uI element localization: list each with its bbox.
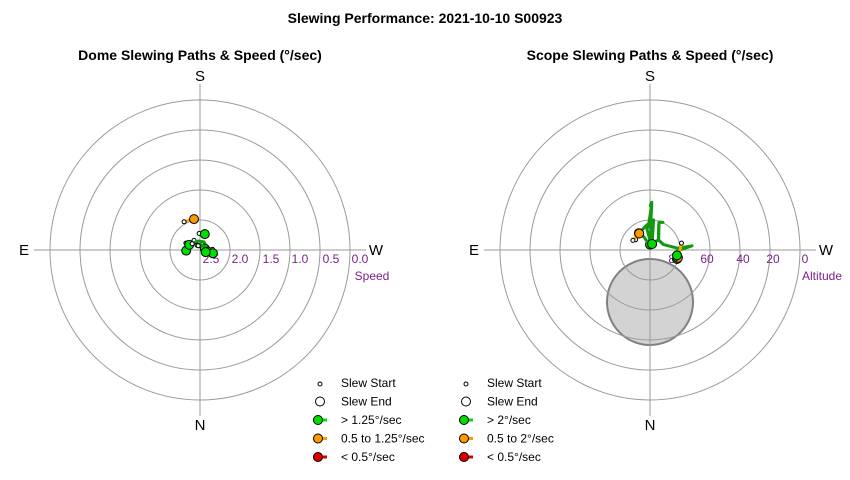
slew-start-marker [181, 219, 187, 225]
radial-tick-label: 0.0 [352, 252, 369, 266]
direction-left: E [19, 242, 29, 259]
legend-dot-swatch [313, 433, 323, 444]
slew-end-marker [634, 228, 645, 239]
radial-axis-label: Speed [355, 269, 390, 283]
slew-end-marker [200, 247, 211, 258]
legend-label: > 1.25°/sec [341, 413, 402, 427]
legend-label: Slew End [487, 395, 538, 409]
legend-dot-swatch [313, 452, 323, 462]
slew-path [648, 220, 694, 261]
legend-label: Slew End [341, 395, 392, 409]
panel-title: Scope Slewing Paths & Speed (°/sec) [527, 47, 774, 63]
legend-dot-swatch [313, 415, 323, 425]
direction-right: W [819, 242, 834, 259]
slew-end-marker [189, 214, 199, 225]
direction-top: S [645, 68, 655, 85]
legend-label: < 0.5°/sec [487, 450, 541, 464]
legend-end-swatch [315, 396, 325, 407]
legend-label: > 2°/sec [487, 413, 531, 427]
slew-start-marker [679, 240, 684, 246]
slew-start-marker [195, 243, 201, 249]
radial-tick-label: 0.5 [323, 252, 340, 266]
slew-end-marker [672, 250, 682, 261]
slew-start-marker [630, 237, 636, 243]
panel-title: Dome Slewing Paths & Speed (°/sec) [78, 47, 322, 63]
radial-axis-label: Altitude [802, 269, 842, 283]
main-title: Slewing Performance: 2021-10-10 S00923 [287, 10, 563, 26]
legend-label: Slew Start [487, 376, 542, 390]
radial-tick-label: 1.5 [263, 252, 280, 266]
direction-left: E [469, 242, 479, 259]
radial-tick-label: 0 [802, 252, 809, 266]
legend-dot-swatch [459, 452, 469, 462]
direction-bottom: N [195, 417, 206, 434]
legend-start-swatch [317, 381, 323, 387]
legend-dot-swatch [459, 415, 469, 425]
legend-start-swatch [463, 381, 469, 387]
slew-end-marker [647, 239, 658, 249]
legend-label: 0.5 to 2°/sec [487, 432, 554, 446]
direction-bottom: N [645, 417, 656, 434]
slew-start-marker [189, 241, 195, 247]
legend-label: 0.5 to 1.25°/sec [341, 432, 425, 446]
direction-top: S [195, 68, 205, 85]
direction-right: W [369, 242, 384, 259]
radial-tick-label: 40 [736, 252, 750, 266]
radial-tick-label: 60 [700, 252, 714, 266]
radial-tick-label: 20 [766, 252, 780, 266]
legend-dot-swatch [459, 433, 469, 444]
legend-label: Slew Start [341, 376, 396, 390]
legend-label: < 0.5°/sec [341, 450, 395, 464]
radial-tick-label: 2.0 [232, 252, 249, 266]
radial-tick-label: 1.0 [292, 252, 309, 266]
slew-end-marker [199, 229, 210, 240]
legend-end-swatch [461, 396, 471, 407]
